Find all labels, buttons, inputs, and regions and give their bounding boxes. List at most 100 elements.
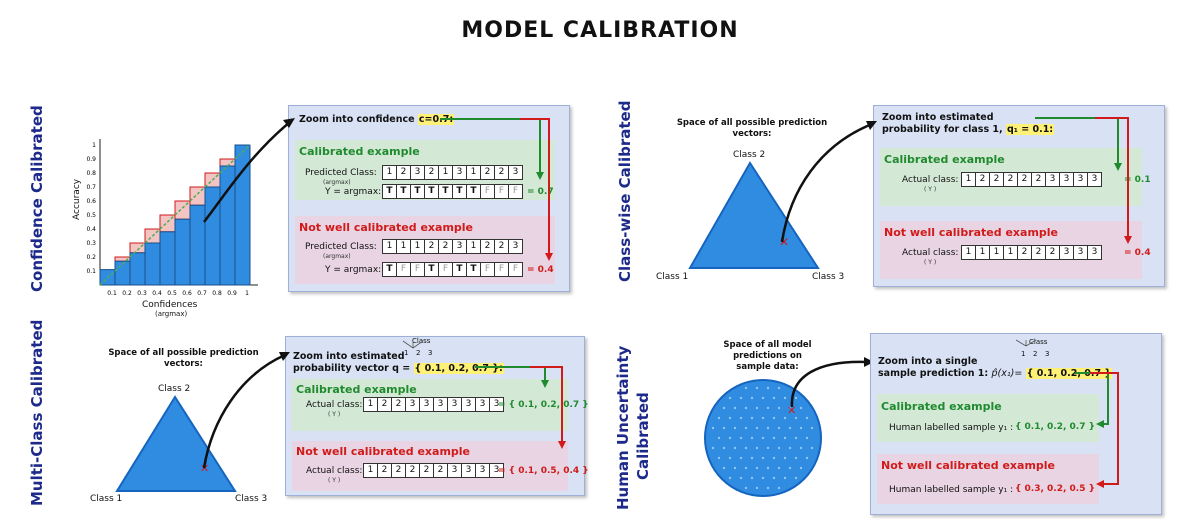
cell: 3 bbox=[508, 165, 523, 180]
sample-dot bbox=[750, 396, 754, 400]
classwise-class1: Class 1 bbox=[656, 272, 689, 282]
not-title-3: Not well calibrated example bbox=[296, 445, 471, 458]
cell: T bbox=[410, 184, 425, 199]
cell: T bbox=[452, 184, 467, 199]
sample-dot bbox=[733, 406, 737, 410]
human-label-cal: Human labelled sample y₁ : bbox=[889, 423, 1014, 433]
not-title-4: Not well calibrated example bbox=[881, 459, 1056, 472]
sample-dot bbox=[777, 406, 781, 410]
calibrated-title-4: Calibrated example bbox=[881, 400, 1002, 413]
sample-dot bbox=[794, 396, 798, 400]
multiclass-class1: Class 1 bbox=[90, 494, 123, 504]
multiclass-space-label: Space of all possible prediction vectors… bbox=[108, 348, 259, 369]
cal-result-4: { 0.1, 0.2, 0.7 } bbox=[1015, 422, 1096, 432]
not-calibrated-box-4: Not well calibrated example Human labell… bbox=[877, 454, 1099, 504]
sample-dot bbox=[733, 426, 737, 430]
human-label-not: Human labelled sample y₁ : bbox=[889, 485, 1014, 495]
sample-dot bbox=[805, 436, 809, 440]
zoom-text-4: Zoom into a single sample prediction 1: … bbox=[878, 356, 1113, 380]
zoom-line2: probability for class 1, bbox=[882, 124, 1003, 135]
actual-sub-3: ( Y ) bbox=[328, 411, 341, 418]
sample-dot bbox=[766, 426, 770, 430]
cell: 3 bbox=[508, 239, 523, 254]
chart-ideal-line bbox=[189, 186, 206, 202]
not-result: = 0.4 bbox=[527, 265, 554, 275]
cell: 2 bbox=[494, 239, 509, 254]
sample-dot bbox=[766, 446, 770, 450]
chart-y-tick: 0.9 bbox=[86, 156, 96, 163]
sample-dot bbox=[755, 426, 759, 430]
chart-x-tick: 0.1 bbox=[107, 290, 117, 297]
chart-ideal-line bbox=[114, 256, 131, 272]
zoom-arrow-head bbox=[864, 357, 874, 367]
sample-dot bbox=[766, 406, 770, 410]
sample-dot bbox=[744, 426, 748, 430]
sample-dot bbox=[761, 456, 765, 460]
classwise-class2: Class 2 bbox=[733, 150, 766, 160]
human-space-label: Space of all model predictions on sample… bbox=[723, 340, 812, 372]
zoom-prefix: Zoom into confidence bbox=[299, 114, 415, 125]
sample-dot bbox=[794, 456, 798, 460]
sample-dot bbox=[717, 436, 721, 440]
sample-dot bbox=[772, 396, 776, 400]
sample-dot bbox=[799, 446, 803, 450]
sample-dot bbox=[728, 396, 732, 400]
sample-dot bbox=[772, 456, 776, 460]
sample-dot bbox=[717, 416, 721, 420]
sample-dot bbox=[788, 426, 792, 430]
cell: 1 bbox=[410, 239, 425, 254]
class-tree-title-3: Class bbox=[412, 337, 431, 345]
zoom-value-3: { 0.1, 0.2, 0.7 }: bbox=[413, 363, 504, 374]
chart-ideal-line bbox=[99, 270, 116, 286]
y-label: Y = argmax: bbox=[325, 187, 382, 197]
multiclass-class3: Class 3 bbox=[235, 494, 268, 504]
cell: 3 bbox=[489, 397, 504, 412]
chart-x-tick: 0.4 bbox=[152, 290, 162, 297]
sample-dot bbox=[766, 386, 770, 390]
calibrated-title-3: Calibrated example bbox=[296, 383, 417, 396]
cell: 1 bbox=[961, 245, 976, 260]
cal-result-3: = { 0.1, 0.2, 0.7 } bbox=[498, 400, 589, 410]
sample-dot bbox=[783, 476, 787, 480]
cal-result-2: = 0.1 bbox=[1124, 175, 1151, 185]
class-tree-num1-3: 1 bbox=[404, 349, 409, 357]
cell: F bbox=[508, 262, 523, 277]
sample-dot bbox=[722, 426, 726, 430]
cell: 2 bbox=[405, 463, 420, 478]
sample-dot bbox=[783, 396, 787, 400]
sample-dot bbox=[788, 446, 792, 450]
multiclass-class2: Class 2 bbox=[158, 384, 191, 394]
chart-ideal-line bbox=[204, 172, 221, 188]
chart-x-tick: 0.9 bbox=[227, 290, 237, 297]
not-title-2: Not well calibrated example bbox=[884, 226, 1059, 239]
chart-ideal-line bbox=[174, 200, 191, 216]
chart-y-tick: 0.2 bbox=[86, 254, 96, 261]
svg-text:✕: ✕ bbox=[779, 235, 789, 249]
chart-y-tick: 0.8 bbox=[86, 170, 96, 177]
zoom-line1-4: Zoom into a single bbox=[878, 356, 978, 367]
not-calibrated-box-2: Not well calibrated example Actual class… bbox=[880, 221, 1151, 279]
chart-y-tick: 0.4 bbox=[86, 226, 96, 233]
cell: F bbox=[480, 184, 495, 199]
classwise-class3: Class 3 bbox=[812, 272, 845, 282]
zoom-text-2: Zoom into estimated probability for clas… bbox=[882, 112, 1055, 136]
sample-dot bbox=[783, 436, 787, 440]
zoom-value-2: q₁ = 0.1: bbox=[1005, 124, 1055, 135]
cell: 3 bbox=[410, 165, 425, 180]
sample-dot bbox=[772, 436, 776, 440]
chart-x-tick: 0.5 bbox=[167, 290, 177, 297]
sample-dot bbox=[739, 416, 743, 420]
sample-dot bbox=[794, 436, 798, 440]
chart-x-tick: 0.3 bbox=[137, 290, 147, 297]
svg-text:✕: ✕ bbox=[200, 462, 209, 475]
zoom-line2-4: sample prediction 1: bbox=[878, 368, 989, 379]
class-tree-title-4: Class bbox=[1029, 338, 1048, 346]
sample-dot bbox=[777, 386, 781, 390]
chart-ideal-line bbox=[144, 228, 161, 244]
sample-dot bbox=[783, 456, 787, 460]
